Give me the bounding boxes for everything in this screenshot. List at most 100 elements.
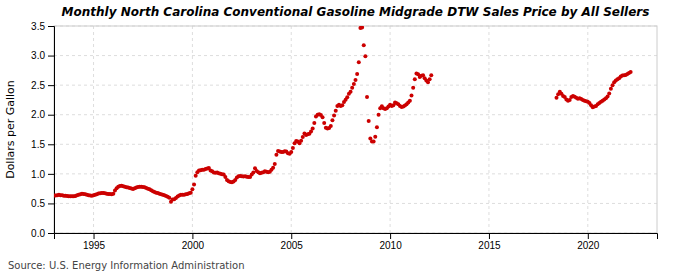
point — [377, 113, 381, 117]
point — [609, 87, 613, 91]
tick-label: 3.0 — [31, 50, 45, 61]
grid-line — [192, 26, 193, 233]
axis-line — [55, 234, 658, 240]
point — [289, 150, 293, 154]
grid-line — [488, 26, 489, 233]
point — [357, 60, 361, 64]
point — [365, 95, 369, 99]
source: Source: U.S. Energy Information Administ… — [8, 260, 245, 271]
point — [360, 26, 364, 29]
tick-mark — [588, 233, 589, 239]
grid-line — [54, 144, 657, 145]
point — [408, 99, 412, 103]
point — [629, 70, 633, 74]
grid-line — [54, 55, 657, 56]
point — [332, 113, 336, 117]
tick: 1.5 — [31, 139, 54, 150]
tick-label: 2.5 — [31, 80, 45, 91]
grid-line — [291, 26, 292, 233]
point — [321, 115, 325, 119]
point — [363, 54, 367, 58]
tick-label: 0.5 — [31, 198, 45, 209]
point — [312, 121, 316, 125]
tick: 2020 — [577, 233, 600, 251]
tick-mark — [48, 56, 54, 57]
point — [330, 118, 334, 122]
tick-label: 3.5 — [31, 21, 45, 32]
point — [354, 78, 358, 82]
tick-label: 2010 — [379, 240, 402, 251]
tick-mark — [94, 233, 95, 239]
point — [299, 139, 303, 143]
point — [352, 82, 356, 86]
tick: 1.0 — [31, 169, 54, 180]
point — [345, 95, 349, 99]
tick-label: 2000 — [182, 240, 205, 251]
point — [322, 121, 326, 125]
point — [413, 77, 417, 81]
tick-mark — [291, 233, 292, 239]
plot-frame — [54, 26, 657, 233]
point — [194, 174, 198, 178]
point — [429, 73, 433, 77]
tick-label: 2020 — [577, 240, 600, 251]
point — [372, 139, 376, 143]
point — [375, 125, 379, 129]
grid-line — [390, 26, 391, 233]
point — [334, 109, 338, 113]
x-axis: 1995 2000 2005 2010 2015 2020 — [55, 233, 658, 251]
tick-mark — [48, 115, 54, 116]
points — [54, 26, 633, 204]
title: Monthly North Carolina Conventional Gaso… — [62, 5, 650, 19]
tick: 2.5 — [31, 80, 54, 91]
point — [192, 183, 196, 187]
point — [189, 191, 193, 195]
point — [311, 127, 315, 131]
tick-label: 1995 — [83, 240, 106, 251]
point — [349, 90, 353, 94]
point — [428, 77, 432, 81]
plot: 1995 2000 2005 2010 2015 2020 0.0 0.5 1.0 1.5 2.0 2… — [31, 21, 657, 251]
point — [291, 146, 295, 150]
point — [607, 92, 611, 96]
tick-label: 0.0 — [31, 228, 45, 239]
tick: 3.0 — [31, 50, 54, 61]
chart: 1995 2000 2005 2010 2015 2020 0.0 0.5 1.0 1.5 2.0 2… — [0, 0, 675, 275]
tick-mark — [48, 203, 54, 204]
point — [555, 96, 559, 100]
point — [367, 119, 371, 123]
point — [411, 86, 415, 90]
tick-label: 1.5 — [31, 139, 45, 150]
point — [190, 187, 194, 191]
grid-line — [54, 114, 657, 115]
tick-mark — [48, 144, 54, 145]
tick: 3.5 — [31, 21, 54, 32]
point — [362, 43, 366, 47]
tick: 2010 — [379, 233, 402, 251]
grid-line — [54, 173, 657, 174]
tick-mark — [48, 85, 54, 86]
tick: 2005 — [281, 233, 304, 251]
grid — [54, 26, 657, 233]
point — [329, 124, 333, 128]
point — [273, 162, 277, 166]
grid-line — [93, 26, 94, 233]
tick: 0.0 — [31, 228, 54, 239]
tick-label: 2.0 — [31, 109, 45, 120]
point — [271, 166, 275, 170]
tick-mark — [48, 174, 54, 175]
tick-label: 2015 — [478, 240, 501, 251]
tick: 2.0 — [31, 109, 54, 120]
tick-mark — [390, 233, 391, 239]
axis-line — [48, 27, 55, 234]
point — [410, 93, 414, 97]
tick-mark — [48, 233, 54, 234]
point — [373, 135, 377, 139]
tick: 0.5 — [31, 198, 54, 209]
tick: 2000 — [182, 233, 205, 251]
tick-mark — [192, 233, 193, 239]
point — [350, 86, 354, 90]
tick-mark — [48, 26, 54, 27]
tick-label: 2005 — [281, 240, 304, 251]
point — [274, 153, 278, 157]
